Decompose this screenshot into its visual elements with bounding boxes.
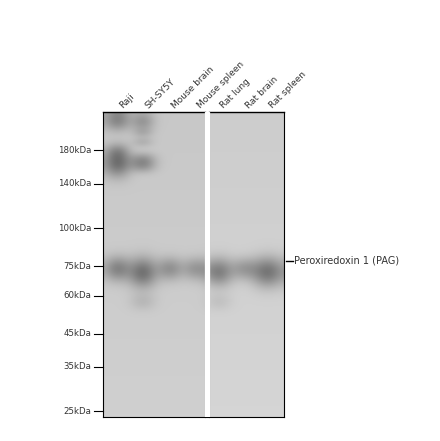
Text: 140kDa: 140kDa (58, 179, 92, 188)
Text: 100kDa: 100kDa (58, 224, 92, 232)
Text: Mouse brain: Mouse brain (170, 65, 216, 110)
Text: 180kDa: 180kDa (58, 146, 92, 155)
Text: 60kDa: 60kDa (64, 291, 92, 300)
Text: Mouse spleen: Mouse spleen (195, 60, 246, 110)
Text: 35kDa: 35kDa (64, 363, 92, 371)
Text: Rat lung: Rat lung (219, 77, 252, 110)
Text: SH-SY5Y: SH-SY5Y (143, 77, 176, 110)
Text: Raji: Raji (118, 92, 136, 110)
Text: Rat spleen: Rat spleen (268, 70, 308, 110)
Text: Rat brain: Rat brain (244, 75, 280, 110)
Text: 45kDa: 45kDa (64, 329, 92, 338)
Bar (205, 112, 209, 417)
Text: Peroxiredoxin 1 (PAG): Peroxiredoxin 1 (PAG) (294, 256, 400, 266)
Text: 25kDa: 25kDa (64, 407, 92, 416)
Text: 75kDa: 75kDa (64, 262, 92, 271)
